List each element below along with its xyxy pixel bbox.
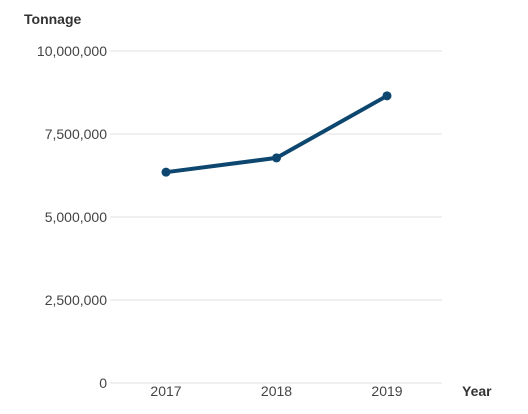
y-axis-label: Tonnage [24, 11, 82, 27]
y-tick-labels: 0 2,500,000 5,000,000 7,500,000 10,000,000 [37, 43, 107, 391]
gridlines [110, 50, 442, 384]
data-point [382, 91, 392, 101]
y-tick-label: 0 [99, 375, 107, 391]
data-point [161, 167, 171, 177]
x-tick-label: 2018 [261, 383, 292, 399]
data-point [272, 153, 281, 163]
y-tick-label: 2,500,000 [45, 292, 107, 308]
y-tick-label: 5,000,000 [45, 209, 107, 225]
x-tick-label: 2019 [371, 383, 402, 399]
y-tick-label: 10,000,000 [37, 43, 107, 59]
series-group [161, 91, 392, 177]
x-tick-label: 2017 [150, 383, 181, 399]
x-tick-labels: 2017 2018 2019 [150, 383, 402, 399]
y-tick-label: 7,500,000 [45, 126, 107, 142]
x-axis-label: Year [462, 383, 492, 399]
